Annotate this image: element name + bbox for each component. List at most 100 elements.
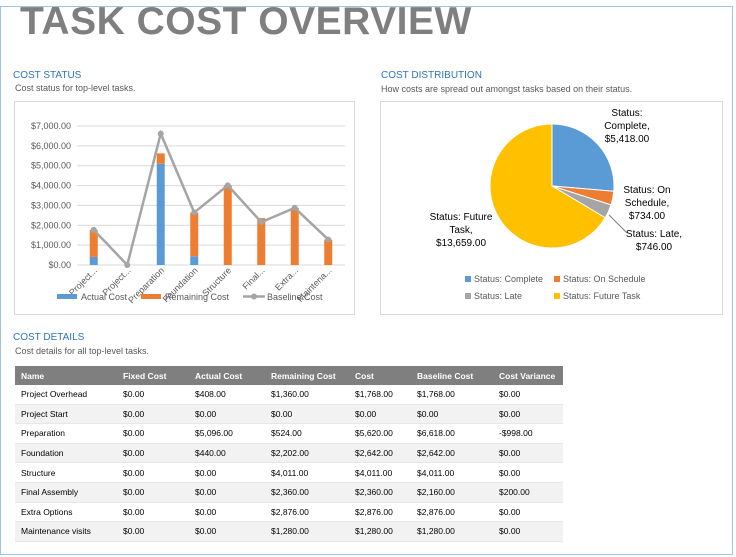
table-row: Foundation $0.00 $440.00 $2,202.00 $2,642.00… bbox=[15, 443, 563, 464]
cell-baseline-cost: $2,876.00 bbox=[411, 502, 493, 523]
bar-remaining-cost bbox=[156, 153, 165, 164]
cell-remaining-cost: $0.00 bbox=[265, 404, 349, 425]
cell-name: Foundation bbox=[15, 443, 117, 464]
cell-cost-variance: -$998.00 bbox=[493, 423, 563, 444]
table-row: Final Assembly $0.00 $0.00 $2,360.00 $2,360.… bbox=[15, 482, 563, 503]
cell-actual-cost: $0.00 bbox=[189, 502, 265, 523]
cell-fixed-cost: $0.00 bbox=[117, 404, 189, 425]
cost-details-heading: COST DETAILS bbox=[13, 332, 85, 343]
pie-legend-label: Status: Late bbox=[474, 291, 522, 301]
cell-name: Project Overhead bbox=[15, 385, 117, 405]
cost-details-subtitle: Cost details for all top-level tasks. bbox=[15, 346, 150, 356]
cell-cost-variance: $0.00 bbox=[493, 502, 563, 523]
cell-baseline-cost: $0.00 bbox=[411, 404, 493, 425]
legend-swatch-marker bbox=[251, 293, 257, 300]
pie-legend-swatch bbox=[554, 276, 560, 282]
cell-actual-cost: $5,096.00 bbox=[189, 423, 265, 444]
pie-data-label: Status: Future bbox=[430, 212, 493, 223]
cost-status-chart: $0.00 $1,000.00 $2,000.00 $3,000.00 $4,000.0… bbox=[31, 121, 345, 305]
column-header-actual-cost: Actual Cost bbox=[189, 366, 265, 385]
table-row: Preparation $0.00 $5,096.00 $524.00 $5,620.0… bbox=[15, 423, 563, 444]
pie-legend-swatch bbox=[554, 293, 560, 299]
baseline-cost-point bbox=[291, 204, 298, 211]
pie-slice bbox=[551, 123, 615, 192]
cost-distribution-heading: COST DISTRIBUTION bbox=[381, 70, 482, 81]
bar-actual-cost bbox=[89, 256, 98, 265]
cell-actual-cost: $0.00 bbox=[189, 462, 265, 483]
cell-baseline-cost: $2,642.00 bbox=[411, 443, 493, 464]
pie-data-label: Status: On bbox=[623, 185, 670, 196]
cell-cost: $2,360.00 bbox=[349, 482, 411, 503]
cost-status-heading: COST STATUS bbox=[13, 70, 82, 81]
pie-data-label: $746.00 bbox=[636, 242, 673, 253]
baseline-cost-point bbox=[191, 209, 198, 216]
cell-baseline-cost: $1,280.00 bbox=[411, 521, 493, 542]
y-tick-label: $0.00 bbox=[48, 260, 71, 270]
baseline-cost-line bbox=[92, 129, 330, 268]
report-frame bbox=[0, 6, 733, 555]
cell-baseline-cost: $1,768.00 bbox=[411, 385, 493, 405]
x-tick-label: Preparation bbox=[126, 265, 166, 305]
baseline-cost-point bbox=[224, 182, 231, 189]
cell-cost: $1,280.00 bbox=[349, 521, 411, 542]
y-tick-label: $5,000.00 bbox=[31, 161, 71, 171]
column-header-cost-variance: Cost Variance bbox=[493, 366, 563, 385]
bar-remaining-cost bbox=[290, 207, 299, 265]
cell-name: Maintenance visits bbox=[15, 521, 117, 542]
y-tick-label: $1,000.00 bbox=[31, 240, 71, 250]
pie-legend-label: Status: On Schedule bbox=[563, 274, 646, 284]
pie-legend-label: Status: Future Task bbox=[563, 291, 641, 301]
cell-cost-variance: $200.00 bbox=[493, 482, 563, 503]
baseline-cost-point bbox=[325, 236, 332, 243]
cell-name: Structure bbox=[15, 462, 117, 483]
pie-data-label: Schedule, bbox=[625, 198, 669, 209]
column-header-name: Name bbox=[15, 366, 117, 385]
cell-fixed-cost: $0.00 bbox=[117, 443, 189, 464]
cell-cost-variance: $0.00 bbox=[493, 462, 563, 483]
cell-actual-cost: $0.00 bbox=[189, 404, 265, 425]
bar-remaining-cost bbox=[89, 229, 98, 257]
pie-data-label: Status: bbox=[611, 108, 642, 119]
bar-remaining-cost bbox=[324, 239, 333, 265]
cost-details-table: Name Fixed Cost Actual Cost Remaining Co… bbox=[15, 366, 563, 542]
page-title: TASK COST OVERVIEW bbox=[20, 0, 472, 43]
cell-baseline-cost: $2,160.00 bbox=[411, 482, 493, 503]
bar-actual-cost bbox=[190, 256, 199, 265]
cell-remaining-cost: $2,360.00 bbox=[265, 482, 349, 503]
table-row: Project Start $0.00 $0.00 $0.00 $0.00 $0.00 $0… bbox=[15, 404, 563, 425]
pie-data-label: $734.00 bbox=[629, 211, 666, 222]
cell-cost: $4,011.00 bbox=[349, 462, 411, 483]
pie-data-label: $13,659.00 bbox=[436, 238, 486, 249]
cell-remaining-cost: $1,360.00 bbox=[265, 385, 349, 405]
y-tick-label: $7,000.00 bbox=[31, 121, 71, 131]
x-tick-label: Extra... bbox=[273, 265, 300, 292]
pie-data-label: $5,418.00 bbox=[605, 134, 650, 145]
column-header-fixed-cost: Fixed Cost bbox=[117, 366, 189, 385]
cell-actual-cost: $0.00 bbox=[189, 482, 265, 503]
cost-status-chart-panel: $0.00 $1,000.00 $2,000.00 $3,000.00 $4,000.0… bbox=[14, 101, 355, 315]
cell-name: Final Assembly bbox=[15, 482, 117, 503]
cell-fixed-cost: $0.00 bbox=[117, 423, 189, 444]
cell-cost-variance: $0.00 bbox=[493, 404, 563, 425]
cell-cost-variance: $0.00 bbox=[493, 385, 563, 405]
cell-remaining-cost: $2,876.00 bbox=[265, 502, 349, 523]
table-row: Project Overhead $0.00 $408.00 $1,360.00 $1,… bbox=[15, 385, 563, 405]
baseline-cost-point bbox=[157, 130, 164, 137]
cell-cost: $1,768.00 bbox=[349, 385, 411, 405]
pie-data-label: Task, bbox=[449, 225, 472, 236]
y-tick-label: $2,000.00 bbox=[31, 220, 71, 230]
pie-legend-swatch bbox=[465, 276, 471, 282]
cell-fixed-cost: $0.00 bbox=[117, 502, 189, 523]
cell-cost-variance: $0.00 bbox=[493, 443, 563, 464]
cell-actual-cost: $408.00 bbox=[189, 385, 265, 405]
cost-distribution-subtitle: How costs are spread out amongst tasks b… bbox=[381, 84, 633, 94]
pie-legend-label: Status: Complete bbox=[474, 274, 543, 284]
column-header-cost: Cost bbox=[349, 366, 411, 385]
pie-data-label: Complete, bbox=[604, 121, 650, 132]
cell-remaining-cost: $1,280.00 bbox=[265, 521, 349, 542]
cell-name: Project Start bbox=[15, 404, 117, 425]
baseline-cost-point bbox=[124, 262, 131, 268]
cost-distribution-chart-panel: Status: Complete, $5,418.00 Status: On Sched… bbox=[380, 101, 723, 315]
bar-remaining-cost bbox=[190, 212, 199, 257]
cell-fixed-cost: $0.00 bbox=[117, 462, 189, 483]
